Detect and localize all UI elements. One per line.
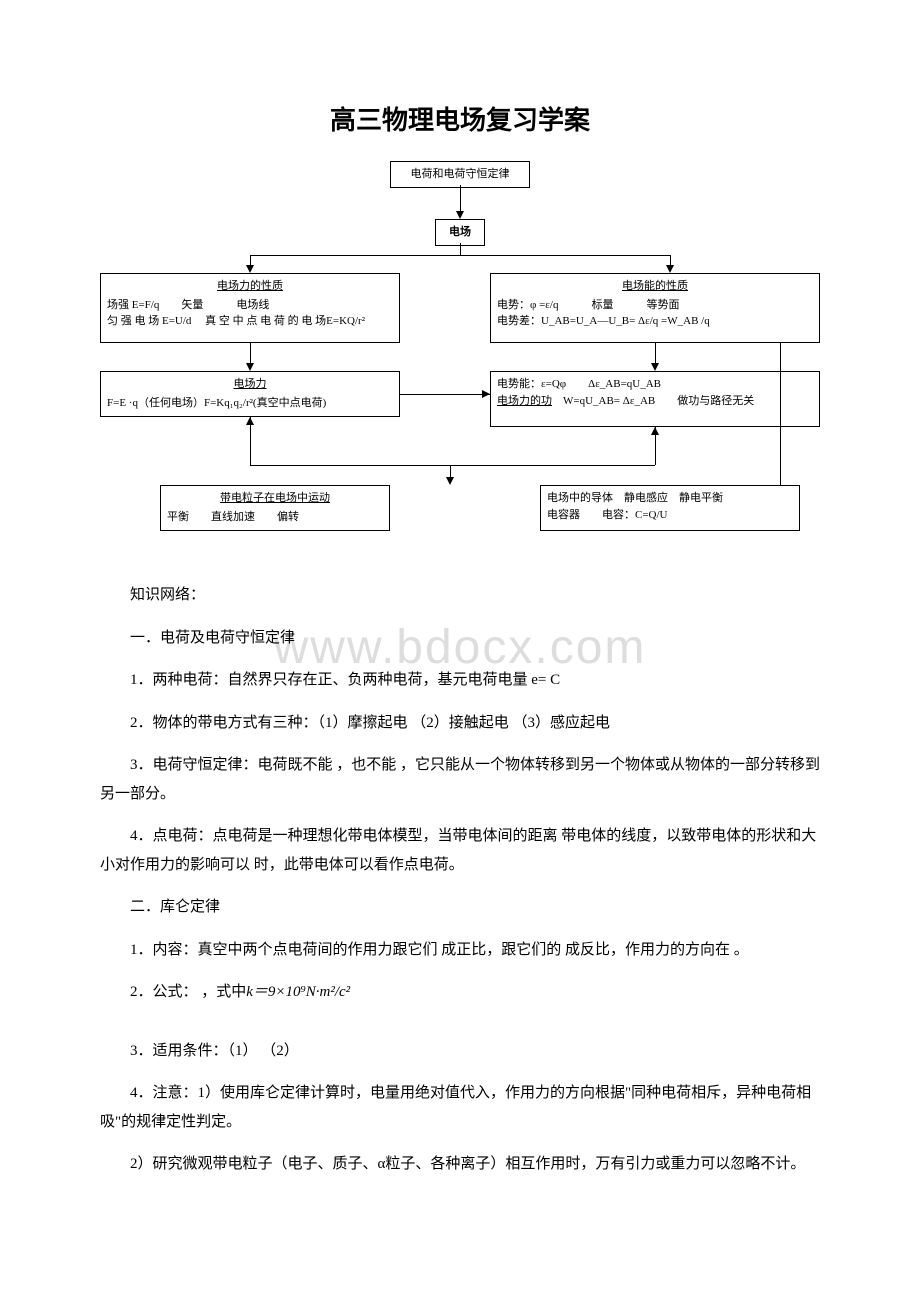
paragraph: 4．点电荷：点电荷是一种理想化带电体模型，当带电体间的距离 带电体的线度，以致带… xyxy=(100,822,820,879)
connector xyxy=(460,243,461,255)
box-line: F=E ·q（任何电场）F=Kq₁q₂/r²(真空中点电荷) xyxy=(107,395,393,412)
paragraph: 2．物体的带电方式有三种：（1）摩擦起电 （2）接触起电 （3）感应起电 xyxy=(100,709,820,738)
page-title: 高三物理电场复习学案 xyxy=(100,100,820,137)
connector xyxy=(250,465,655,466)
box-energy: 电势能：ε=Qφ Δε_AB=qU_AB 电场力的功 W=qU_AB= Δε_A… xyxy=(490,371,820,427)
connector xyxy=(400,394,490,395)
box-line: 场强 E=F/q 矢量 电场线 xyxy=(107,297,393,314)
arrow-icon xyxy=(482,390,490,398)
box-top: 电荷和电荷守恒定律 xyxy=(390,161,530,188)
box-line: 电势：φ =ε/q 标量 等势面 xyxy=(497,297,813,314)
connector xyxy=(250,343,251,365)
arrow-icon xyxy=(456,211,464,219)
arrow-icon xyxy=(651,363,659,371)
paragraph: 2）研究微观带电粒子（电子、质子、α粒子、各种离子）相互作用时，万有引力或重力可… xyxy=(100,1150,820,1179)
box-line: 平衡 直线加速 偏转 xyxy=(167,509,383,526)
connector xyxy=(780,485,781,486)
paragraph: 4．注意：1）使用库仑定律计算时，电量用绝对值代入，作用力的方向根据"同种电荷相… xyxy=(100,1079,820,1136)
box-force: 电场力 F=E ·q（任何电场）F=Kq₁q₂/r²(真空中点电荷) xyxy=(100,371,400,417)
network-label: 知识网络： xyxy=(100,581,820,610)
paragraph: 3．电荷守恒定律：电荷既不能 ，也不能 ，它只能从一个物体转移到另一个物体或从物… xyxy=(100,751,820,808)
box-line: 电势能：ε=Qφ Δε_AB=qU_AB xyxy=(497,376,813,393)
box-line: 匀 强 电 场 E=U/d 真 空 中 点 电 荷 的 电 场E=KQ/r² xyxy=(107,313,393,330)
arrow-icon xyxy=(246,265,254,273)
box-motion: 带电粒子在电场中运动 平衡 直线加速 偏转 xyxy=(160,485,390,531)
box-header: 带电粒子在电场中运动 xyxy=(167,490,383,507)
box-line: 电势差：U_AB=U_A—U_B= Δε/q =W_AB /q xyxy=(497,313,813,330)
section-2-title: 二．库仑定律 xyxy=(100,893,820,922)
paragraph-formula: 2．公式： ，式中k＝9×10⁹N·m²/c² xyxy=(100,978,820,1007)
arrow-icon xyxy=(446,477,454,485)
body-content: 知识网络： 一．电荷及电荷守恒定律 1．两种电荷：自然界只存在正、负两种电荷，基… xyxy=(100,581,820,1179)
box-header: 电场能的性质 xyxy=(497,278,813,295)
arrow-icon xyxy=(246,363,254,371)
box-conductor: 电场中的导体 静电感应 静电平衡 电容器 电容：C=Q/U xyxy=(540,485,800,531)
box-energy-nature: 电场能的性质 电势：φ =ε/q 标量 等势面 电势差：U_AB=U_A—U_B… xyxy=(490,273,820,343)
box-force-nature: 电场力的性质 场强 E=F/q 矢量 电场线 匀 强 电 场 E=U/d 真 空… xyxy=(100,273,400,343)
box-line: 电容器 电容：C=Q/U xyxy=(547,507,793,524)
box-header: 电场力的性质 xyxy=(107,278,393,295)
concept-diagram: 电荷和电荷守恒定律 电场 电场力的性质 场强 E=F/q 矢量 电场线 匀 强 … xyxy=(100,161,820,561)
connector xyxy=(250,255,670,256)
box-line: 电场力的功 W=qU_AB= Δε_AB 做功与路径无关 xyxy=(497,393,813,410)
section-1-title: 一．电荷及电荷守恒定律 xyxy=(100,624,820,653)
paragraph: 3．适用条件：（1） （2） xyxy=(100,1037,820,1066)
paragraph: 1．两种电荷：自然界只存在正、负两种电荷，基元电荷电量 e= C xyxy=(100,666,820,695)
connector xyxy=(460,185,461,213)
connector xyxy=(780,343,781,485)
box-line: 电场中的导体 静电感应 静电平衡 xyxy=(547,490,793,507)
arrow-icon xyxy=(246,417,254,425)
connector xyxy=(655,343,656,365)
arrow-icon xyxy=(651,427,659,435)
paragraph: 1．内容：真空中两个点电荷间的作用力跟它们 成正比，跟它们的 成反比，作用力的方… xyxy=(100,936,820,965)
arrow-icon xyxy=(666,265,674,273)
box-header: 电场力 xyxy=(107,376,393,393)
box-center: 电场 xyxy=(435,219,485,246)
